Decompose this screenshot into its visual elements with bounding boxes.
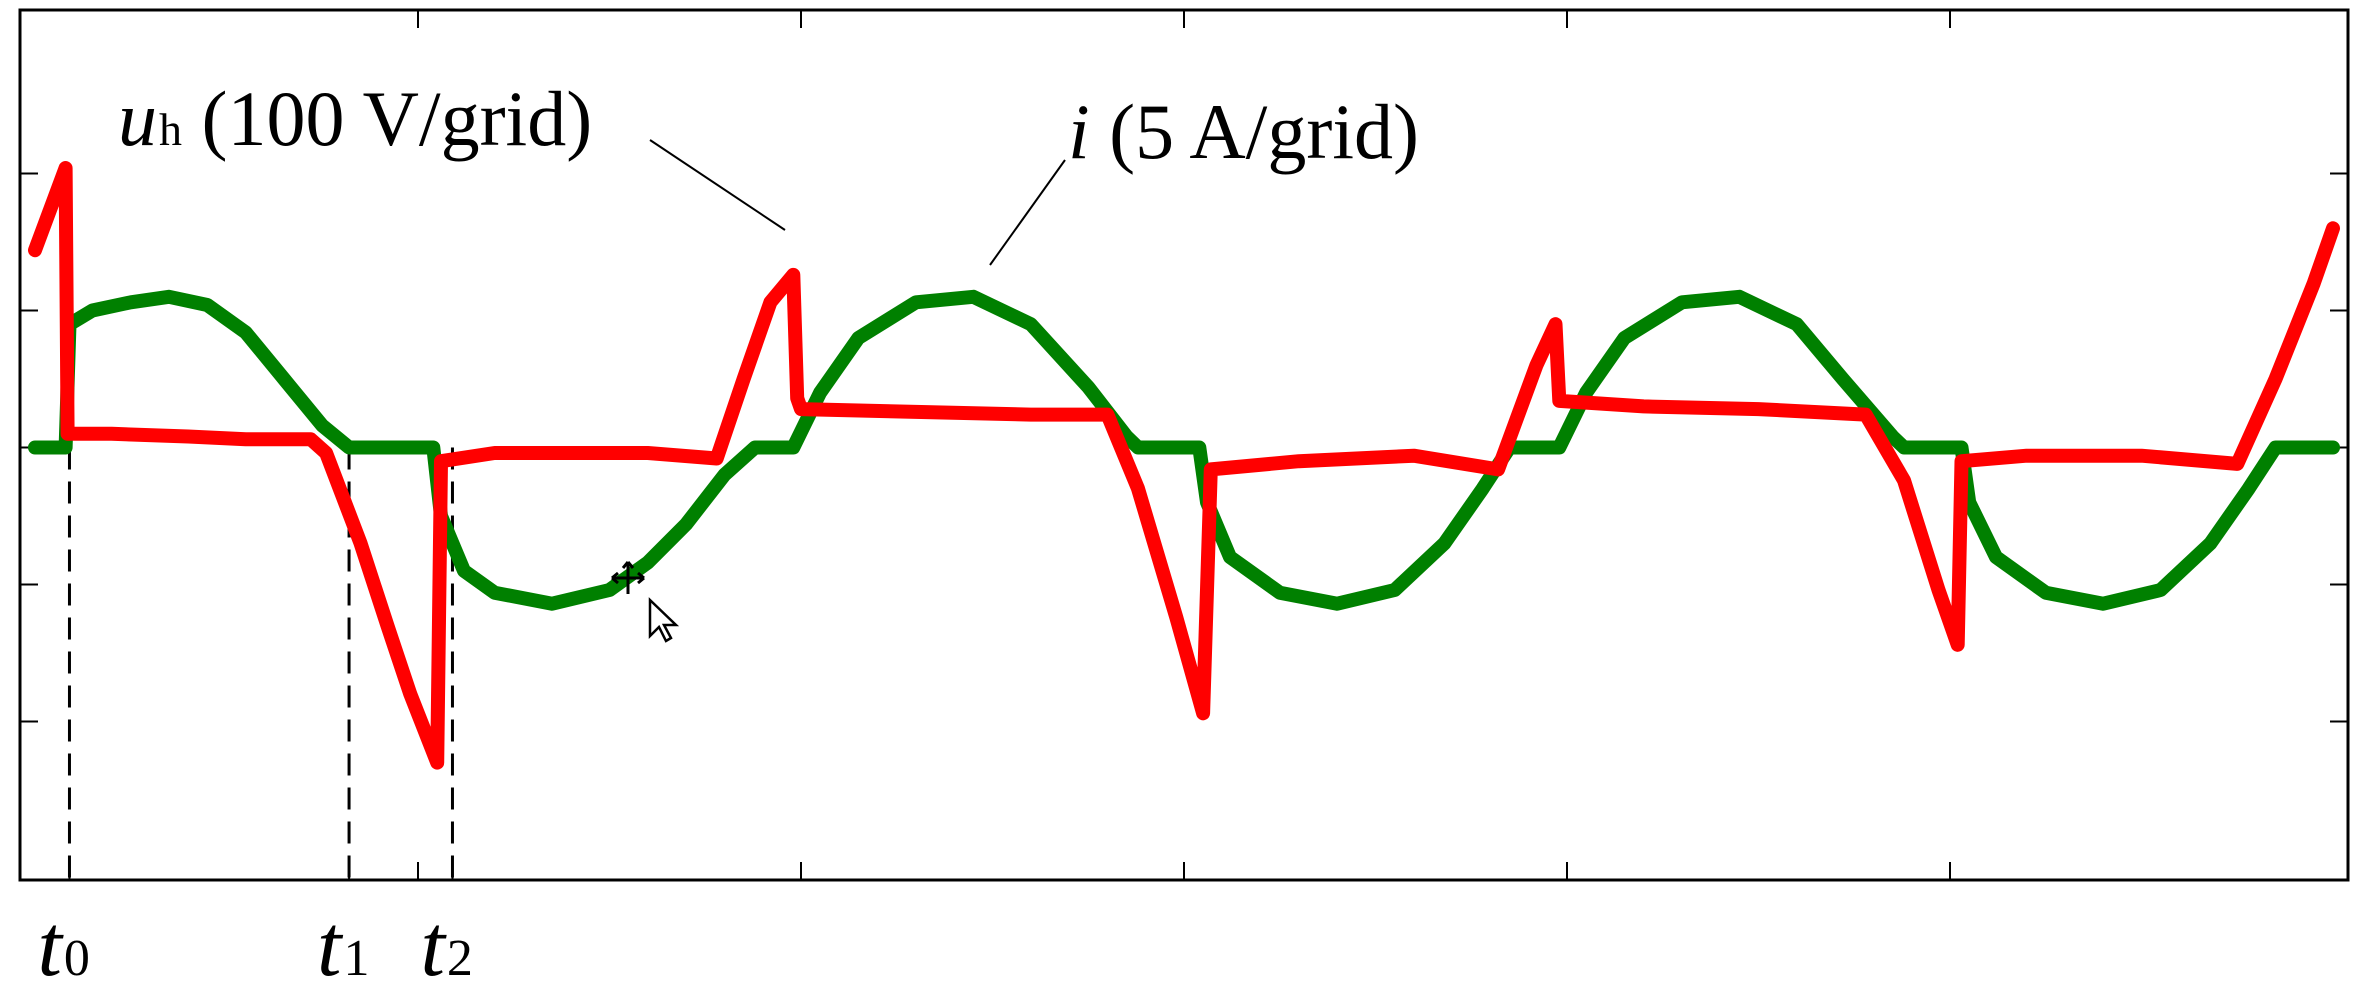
marker-letter: t: [420, 898, 447, 990]
marker-subscript: 2: [447, 930, 473, 987]
marker-subscript: 0: [64, 930, 90, 987]
marker-subscript: 1: [344, 930, 370, 987]
i-series-label: i (5 A/grid): [1068, 88, 1419, 175]
marker-label-1: t1: [317, 898, 369, 990]
marker-letter: t: [317, 898, 344, 990]
time-marker-labels: t0 t1 t2: [37, 898, 472, 990]
marker-label-2: t2: [420, 898, 472, 990]
uh-scale: (100 V/grid): [182, 75, 592, 162]
uh-series-label: uh (100 V/grid): [118, 75, 592, 162]
uh-symbol: u: [118, 75, 157, 162]
marker-letter: t: [37, 898, 64, 990]
series-layer: [28, 161, 2340, 770]
i-symbol: i: [1068, 88, 1090, 175]
uh-leader-line: [649, 139, 786, 231]
i-leader-line: [989, 159, 1066, 266]
series-line-0: [28, 161, 2340, 770]
uh-subscript: h: [159, 104, 182, 155]
i-scale: (5 A/grid): [1090, 88, 1419, 175]
move-cursor-icon: [611, 561, 680, 643]
leader-lines: [649, 139, 1066, 266]
marker-label-0: t0: [37, 898, 89, 990]
